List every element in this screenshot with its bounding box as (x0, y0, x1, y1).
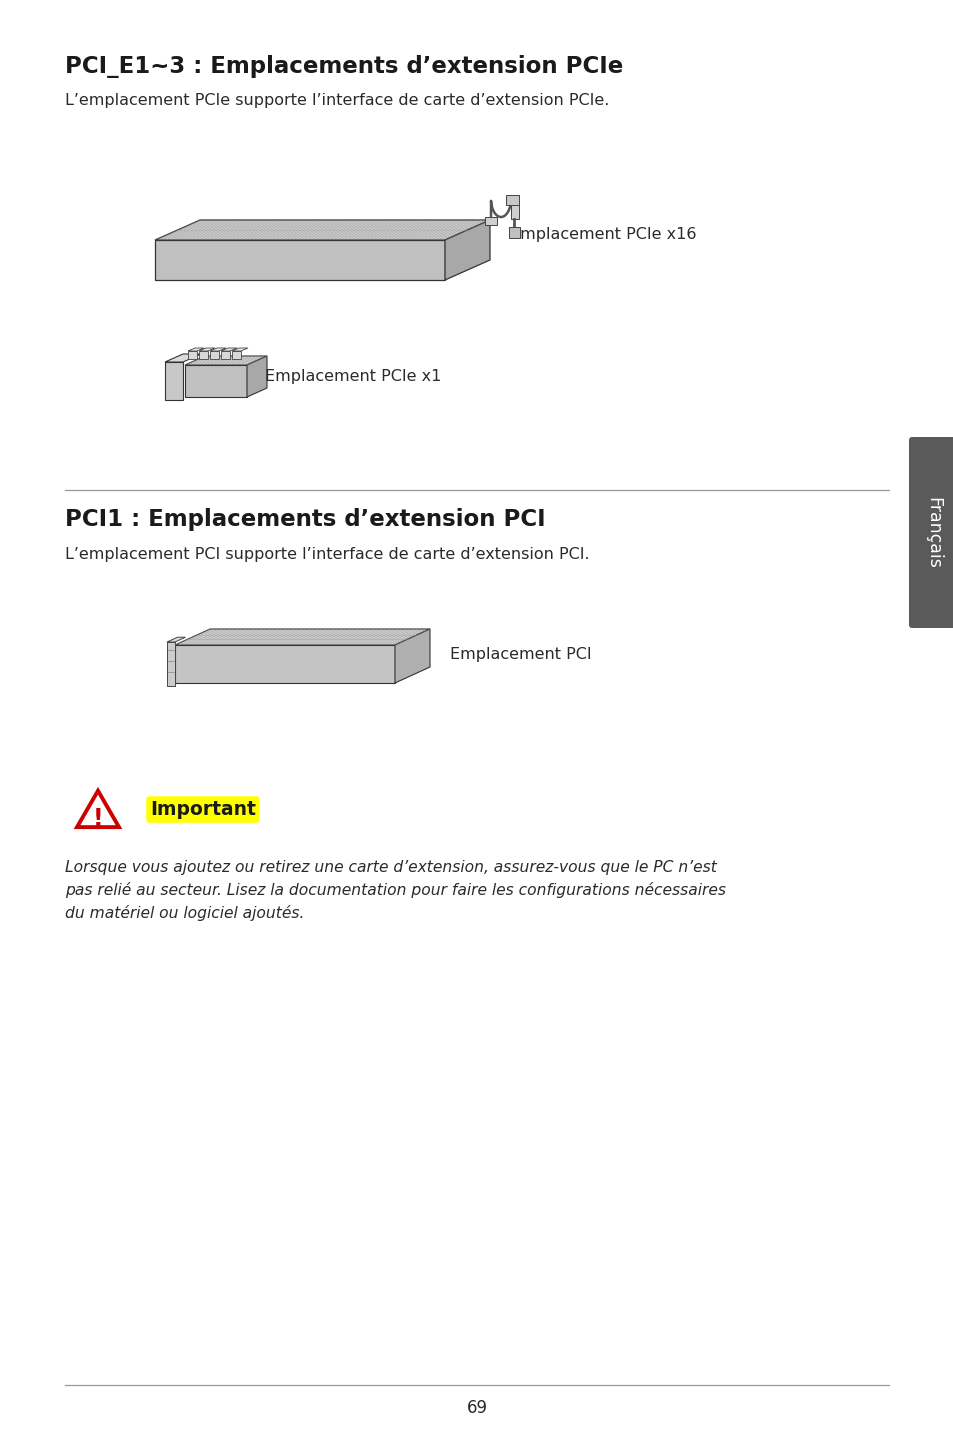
Polygon shape (505, 195, 518, 205)
Text: Important: Important (150, 800, 255, 819)
Polygon shape (185, 365, 247, 396)
Polygon shape (77, 791, 119, 827)
Polygon shape (154, 240, 444, 280)
Text: L’emplacement PCI supporte l’interface de carte d’extension PCI.: L’emplacement PCI supporte l’interface d… (65, 547, 589, 562)
Polygon shape (199, 351, 208, 359)
Polygon shape (185, 356, 267, 365)
Polygon shape (188, 351, 196, 359)
FancyBboxPatch shape (908, 436, 953, 628)
Polygon shape (484, 218, 497, 225)
Polygon shape (210, 348, 226, 351)
Polygon shape (221, 348, 236, 351)
Polygon shape (444, 220, 490, 280)
Polygon shape (165, 353, 201, 362)
Polygon shape (199, 348, 214, 351)
Text: Emplacement PCIe x16: Emplacement PCIe x16 (510, 228, 696, 242)
Polygon shape (221, 351, 230, 359)
Polygon shape (174, 630, 430, 645)
Text: Français: Français (923, 497, 941, 568)
Polygon shape (508, 226, 519, 238)
Polygon shape (247, 356, 267, 396)
Polygon shape (165, 362, 183, 401)
Text: Lorsque vous ajoutez ou retirez une carte d’extension, assurez-vous que le PC n’: Lorsque vous ajoutez ou retirez une cart… (65, 860, 725, 922)
Polygon shape (174, 645, 395, 683)
Polygon shape (210, 351, 219, 359)
Polygon shape (232, 348, 248, 351)
Polygon shape (232, 351, 241, 359)
Polygon shape (395, 630, 430, 683)
Text: !: ! (92, 807, 103, 830)
Text: Emplacement PCIe x1: Emplacement PCIe x1 (265, 369, 441, 385)
Polygon shape (167, 643, 174, 685)
Text: Emplacement PCI: Emplacement PCI (450, 647, 591, 663)
Text: PCI_E1~3 : Emplacements d’extension PCIe: PCI_E1~3 : Emplacements d’extension PCIe (65, 54, 622, 79)
Polygon shape (154, 220, 490, 240)
Polygon shape (510, 205, 518, 219)
Text: L’emplacement PCIe supporte l’interface de carte d’extension PCIe.: L’emplacement PCIe supporte l’interface … (65, 93, 609, 107)
Text: 69: 69 (466, 1400, 487, 1417)
Polygon shape (167, 637, 185, 643)
Text: PCI1 : Emplacements d’extension PCI: PCI1 : Emplacements d’extension PCI (65, 508, 545, 531)
Polygon shape (188, 348, 204, 351)
